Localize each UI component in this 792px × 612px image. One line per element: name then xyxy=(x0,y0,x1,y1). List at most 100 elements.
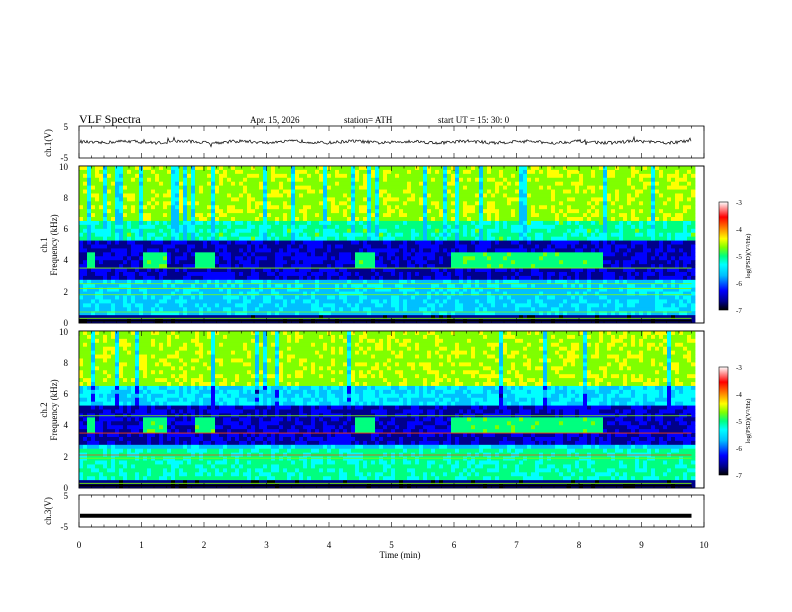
spectrogram-cell xyxy=(263,201,268,206)
spectrogram-cell xyxy=(123,291,128,296)
spectrogram-cell xyxy=(175,307,180,312)
spectrogram-cell xyxy=(411,264,416,269)
spectrogram-cell xyxy=(179,271,184,277)
spectrogram-cell xyxy=(127,283,132,289)
spectrogram-cell xyxy=(523,299,528,304)
spectrogram-cell xyxy=(135,303,140,308)
spectrogram-cell xyxy=(423,303,428,308)
spectrogram-cell xyxy=(395,248,400,253)
spectrogram-cell xyxy=(563,299,568,304)
spectrogram-cell xyxy=(95,217,100,222)
spectrogram-cell xyxy=(391,232,396,238)
spectrogram-cell xyxy=(211,299,216,304)
spectrogram-cell xyxy=(199,260,204,265)
spectrogram-cell xyxy=(367,189,372,194)
spectrogram-cell xyxy=(355,287,360,292)
spectrogram-cell xyxy=(223,264,228,269)
spectrogram-cell xyxy=(239,213,244,218)
spectrogram-cell xyxy=(539,295,544,300)
spectrogram-cell xyxy=(411,220,416,226)
spectrogram-cell xyxy=(163,209,168,214)
spectrogram-cell xyxy=(507,268,512,273)
spectrogram-cell xyxy=(111,260,116,265)
spectrogram-cell xyxy=(527,205,532,210)
spectrogram-cell xyxy=(395,189,400,194)
spectrogram-cell xyxy=(91,291,96,296)
spectrogram-cell xyxy=(415,287,420,292)
spectrogram-cell xyxy=(339,260,344,265)
spectrogram-cell xyxy=(103,275,108,281)
spectrogram-cell xyxy=(283,303,288,308)
spectrogram-cell xyxy=(279,189,284,194)
spectrogram-cell xyxy=(323,260,328,265)
spectrogram-cell xyxy=(287,189,292,194)
spectrogram-cell xyxy=(315,271,320,277)
spectrogram-cell xyxy=(387,185,392,190)
spectrogram-cell xyxy=(123,315,128,320)
spectrogram-cell xyxy=(443,279,448,285)
spectrogram-cell xyxy=(435,197,440,202)
spectrogram-cell xyxy=(131,185,136,190)
spectrogram-cell xyxy=(323,169,328,175)
spectrogram-cell xyxy=(391,193,396,198)
spectrogram-cell xyxy=(287,201,292,206)
spectrogram-cell xyxy=(123,181,128,187)
spectrogram-cell xyxy=(523,291,528,296)
spectrogram-cell xyxy=(355,275,360,281)
spectrogram-cell xyxy=(311,260,316,265)
spectrogram-cell xyxy=(151,252,156,257)
spectrogram-cell xyxy=(295,248,300,253)
spectrogram-cell xyxy=(487,209,492,214)
spectrogram-cell xyxy=(235,213,240,218)
spectrogram-cell xyxy=(119,287,124,292)
spectrogram-cell xyxy=(395,181,400,187)
spectrogram-cell xyxy=(79,315,84,320)
spectrogram-cell xyxy=(451,224,456,230)
spectrogram-cell xyxy=(383,307,388,312)
spectrogram-cell xyxy=(359,295,364,300)
spectrogram-cell xyxy=(359,275,364,281)
spectrogram-cell xyxy=(311,236,316,241)
spectrogram-cell xyxy=(335,201,340,206)
spectrogram-cell xyxy=(555,283,560,289)
spectrogram-cell xyxy=(203,307,208,312)
spectrogram-cell xyxy=(259,173,264,179)
spectrogram-cell xyxy=(291,193,296,198)
spectrogram-cell xyxy=(267,169,272,175)
spectrogram-cell xyxy=(423,173,428,179)
spectrogram-cell xyxy=(527,228,532,234)
spectrogram-cell xyxy=(267,279,272,285)
spectrogram-cell xyxy=(323,279,328,285)
spectrogram-cell xyxy=(207,303,212,308)
spectrogram-cell xyxy=(491,311,496,316)
spectrogram-cell xyxy=(295,252,300,257)
spectrogram-cell xyxy=(319,260,324,265)
spectrogram-cell xyxy=(399,173,404,179)
spectrogram-cell xyxy=(431,244,436,249)
spectrogram-cell xyxy=(147,287,152,292)
spectrogram-cell xyxy=(487,213,492,218)
spectrogram-cell xyxy=(227,173,232,179)
spectrogram-cell xyxy=(131,307,136,312)
spectrogram-cell xyxy=(375,240,380,245)
spectrogram-cell xyxy=(203,283,208,289)
spectrogram-cell xyxy=(415,205,420,210)
spectrogram-cell xyxy=(463,166,468,171)
spectrogram-cell xyxy=(391,248,396,253)
spectrogram-cell xyxy=(159,228,164,234)
spectrogram-cell xyxy=(335,228,340,234)
spectrogram-cell xyxy=(491,232,496,238)
spectrogram-cell xyxy=(539,287,544,292)
spectrogram-cell xyxy=(419,232,424,238)
spectrogram-cell xyxy=(243,315,248,320)
spectrogram-cell xyxy=(443,232,448,238)
spectrogram-cell xyxy=(519,299,524,304)
spectrogram-cell xyxy=(391,252,396,257)
spectrogram-cell xyxy=(143,185,148,190)
spectrogram-cell xyxy=(443,209,448,214)
spectrogram-cell xyxy=(107,205,112,210)
spectrogram-cell xyxy=(391,283,396,289)
spectrogram-cell xyxy=(311,197,316,202)
spectrogram-cell xyxy=(479,283,484,289)
spectrogram-cell xyxy=(279,209,284,214)
